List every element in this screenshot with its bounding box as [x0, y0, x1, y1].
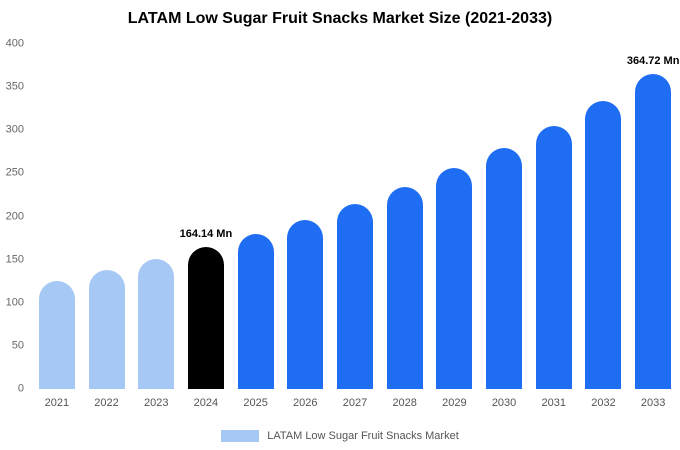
bar-2022 — [88, 270, 125, 389]
y-axis-tick-label: 200 — [5, 210, 24, 222]
bar-2023 — [138, 259, 175, 389]
bar-slot: 2029 — [430, 44, 480, 409]
bar-slot: 2032 — [579, 44, 629, 409]
y-axis-tick-label: 400 — [5, 37, 24, 50]
legend-swatch — [221, 430, 260, 442]
bar-value-label: 164.14 Mn — [179, 228, 233, 241]
plot-area: 2021 2022 2023 164.14 Mn 2024 2025 2026 2027 202… — [32, 44, 680, 409]
bar-slot: 2023 — [131, 44, 181, 409]
x-axis-tick-label: 2027 — [342, 397, 368, 409]
bar-2025 — [237, 234, 274, 389]
y-axis-tick-label: 250 — [5, 166, 24, 179]
x-axis-tick-label: 2031 — [541, 397, 566, 409]
bar-2027 — [336, 204, 373, 389]
bar-2031 — [535, 125, 572, 389]
bar-2032 — [585, 101, 622, 389]
x-axis-tick-label: 2032 — [591, 397, 616, 409]
x-axis-tick-label: 2021 — [44, 397, 70, 409]
bar-value-label: 364.72 Mn — [626, 55, 680, 68]
bar-slot: 2031 — [529, 44, 579, 409]
chart-title: LATAM Low Sugar Fruit Snacks Market Size… — [127, 10, 553, 27]
y-axis: 0 50 100 150 200 250 300 350 400 — [0, 38, 28, 394]
bar-slot: 364.72 Mn 2033 — [626, 44, 680, 409]
bar-slot: 2022 — [82, 44, 132, 409]
bar-2024 — [187, 247, 224, 389]
x-axis-tick-label: 2029 — [442, 397, 467, 409]
bar-2028 — [386, 187, 423, 389]
y-axis-tick-label: 300 — [5, 123, 24, 136]
bar-2021 — [38, 280, 75, 389]
x-axis-tick-label: 2025 — [243, 397, 268, 409]
bar-slot: 2027 — [330, 44, 380, 409]
x-axis-tick-label: 2026 — [293, 397, 318, 409]
y-axis-tick-label: 350 — [5, 80, 24, 93]
x-axis-tick-label: 2022 — [94, 397, 119, 409]
bar-slot: 2026 — [280, 44, 330, 409]
bar-slot: 2025 — [231, 44, 281, 409]
y-axis-tick-label: 100 — [5, 296, 24, 309]
x-axis-tick-label: 2023 — [143, 397, 169, 409]
y-axis-tick-label: 50 — [11, 339, 24, 352]
x-axis-tick-label: 2028 — [392, 397, 417, 409]
legend: LATAM Low Sugar Fruit Snacks Market — [0, 430, 680, 442]
bar-2033 — [635, 74, 672, 389]
bar-2030 — [486, 147, 523, 389]
x-axis-tick-label: 2030 — [491, 397, 517, 409]
x-axis-tick-label: 2024 — [193, 397, 219, 409]
bar-slot: 2030 — [479, 44, 529, 409]
bar-2029 — [436, 168, 473, 389]
legend-label: LATAM Low Sugar Fruit Snacks Market — [267, 430, 459, 442]
x-axis-tick-label: 2033 — [640, 397, 666, 409]
bar-2026 — [287, 219, 324, 389]
bar-slot: 164.14 Mn 2024 — [179, 44, 233, 409]
y-axis-tick-label: 150 — [5, 253, 24, 266]
bar-slot: 2021 — [32, 44, 82, 409]
bar-slot: 2028 — [380, 44, 430, 409]
y-axis-tick-label: 0 — [17, 382, 24, 395]
